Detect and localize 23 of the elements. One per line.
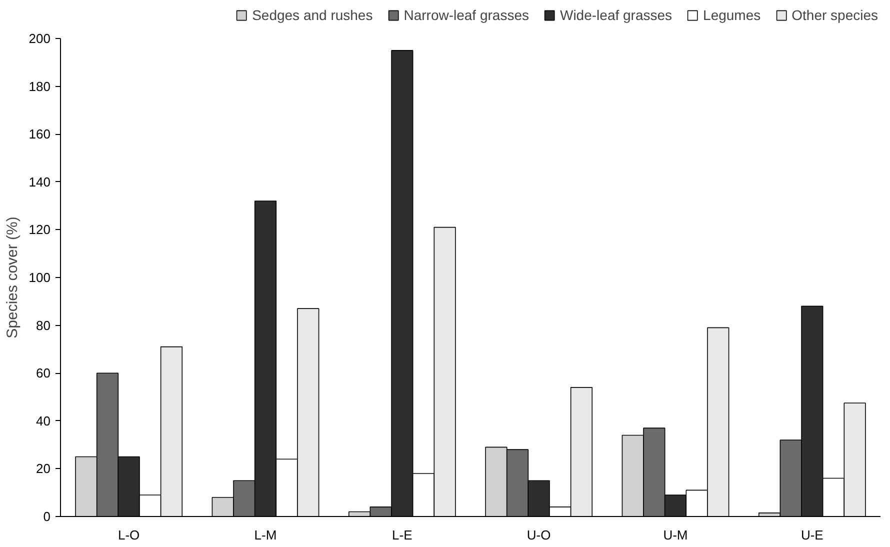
y-tick-label: 140 (28, 174, 51, 190)
y-tick-label: 60 (36, 366, 51, 381)
y-tick-label: 200 (28, 31, 51, 46)
x-tick-label: U-E (800, 528, 824, 542)
y-tick-label: 0 (43, 509, 51, 524)
y-tick-label: 100 (28, 270, 51, 285)
x-tick-label: L-M (254, 528, 277, 542)
y-axis-title: Species cover (%) (4, 216, 21, 338)
y-tick-label: 120 (28, 222, 51, 238)
legend-label: Wide-leaf grasses (560, 7, 672, 23)
y-tick-label: 180 (28, 78, 51, 94)
x-tick-label: L-O (118, 528, 140, 542)
legend-label: Legumes (703, 7, 761, 23)
y-tick-label: 40 (36, 413, 51, 428)
x-tick-label: U-O (526, 528, 551, 542)
y-tick-label: 20 (36, 461, 51, 476)
x-tick-label: L-E (392, 528, 413, 542)
legend-label: Sedges and rushes (252, 7, 373, 23)
x-tick-label: U-M (663, 528, 688, 542)
legend-label: Other species (792, 7, 878, 23)
legend-label: Narrow-leaf grasses (404, 7, 529, 23)
y-tick-label: 80 (36, 318, 51, 333)
y-tick-label: 160 (28, 126, 51, 142)
